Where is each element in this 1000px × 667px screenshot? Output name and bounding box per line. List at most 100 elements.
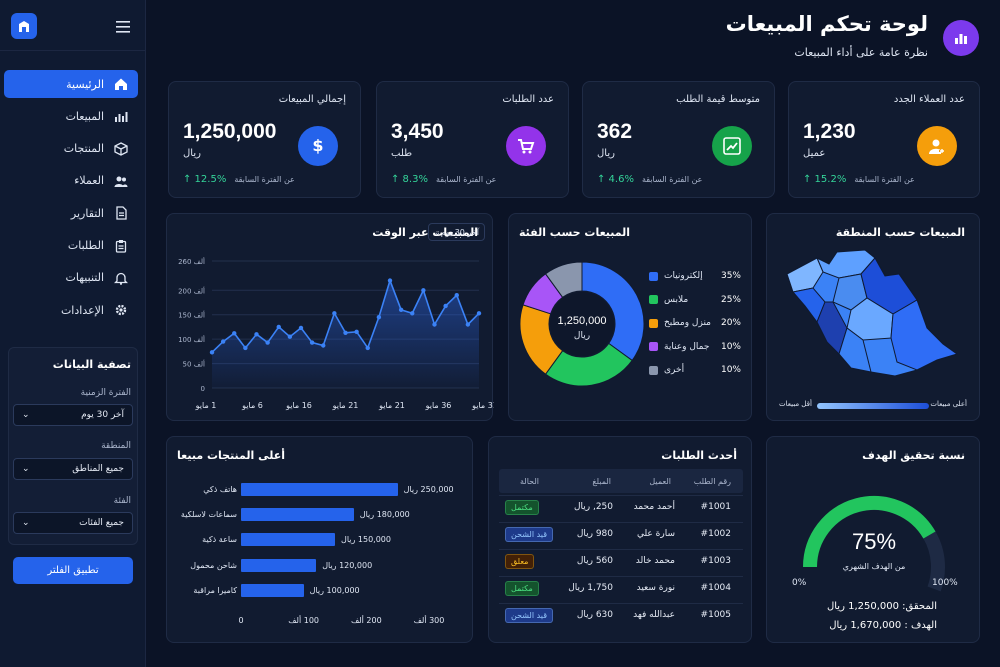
- sales-point: [220, 339, 226, 344]
- category-label: الفئة: [113, 496, 131, 506]
- legend-item: أخرى 10%: [649, 363, 741, 377]
- add-user-icon: [917, 126, 957, 166]
- sales-point: [243, 345, 248, 351]
- donut-center-value: 1,250,000: [557, 315, 607, 327]
- bell-icon: [114, 271, 128, 285]
- bar-value-label: 100,000 ريال: [309, 585, 360, 595]
- sales-point: [254, 332, 259, 337]
- sales-point: [376, 314, 382, 320]
- cell-amount: 250, ريال: [573, 502, 613, 512]
- app-logo[interactable]: [11, 13, 37, 39]
- sales-point: [465, 322, 471, 327]
- product-bar: [241, 508, 354, 522]
- sidebar-item-2[interactable]: المنتجات: [4, 135, 138, 163]
- bar-category-label: كاميرا مراقبة: [193, 585, 237, 595]
- sidebar-item-label: التقارير: [70, 206, 104, 220]
- bar-value-label: 180,000 ريال: [359, 510, 410, 520]
- sales-point: [410, 311, 415, 316]
- kpi-change-value: ↑ 8.3%: [391, 174, 428, 185]
- top-products-card: أعلى المنتجات مبيعا هاتف ذكي 250,000 ريال…: [166, 436, 473, 643]
- chevron-down-icon: ⌄: [22, 410, 30, 420]
- bar-x-tick: 0: [238, 616, 244, 625]
- trend-up-icon: [712, 126, 752, 166]
- sales-point: [298, 325, 304, 331]
- category-sales-title: المبيعات حسب الفئة: [519, 226, 631, 239]
- cell-customer: أحمد محمد: [633, 502, 675, 512]
- status-badge: مكتمل: [505, 581, 539, 596]
- sidebar-item-7[interactable]: الإعدادات: [4, 296, 138, 324]
- kpi-card-0: إجمالي المبيعات 1,250,000 ريال $ ↑ 12.5% عن ا…: [168, 81, 361, 198]
- legend-swatch: [649, 365, 658, 375]
- menu-toggle-icon[interactable]: [116, 18, 130, 33]
- category-select[interactable]: ⌄ جميع الفئات: [13, 512, 133, 534]
- map-low-label: أقل مبيعات: [779, 400, 812, 408]
- sales-line-chart: 0 50 ألف 100 ألف 150 ألف 200 ألف 260 ألف 1 ماي…: [178, 257, 494, 410]
- kpi-value: 362: [597, 120, 633, 143]
- cell-amount: 560 ريال: [576, 556, 613, 566]
- row-divider: [499, 495, 743, 496]
- status-badge: مكتمل: [505, 500, 539, 515]
- category-sales-card: المبيعات حسب الفئة 1,250,000 ريال إلكترو…: [508, 213, 752, 421]
- x-tick-label: 1 مايو: [195, 401, 217, 410]
- sidebar-item-4[interactable]: التقارير: [4, 199, 138, 227]
- box-icon: [114, 141, 128, 156]
- status-badge: معلق: [505, 554, 535, 569]
- sales-over-time-card: المبيعات عبر الوقت ⌄ آخر 30 يوم 0 50 ألف 10…: [166, 213, 494, 421]
- sidebar-item-1[interactable]: المبيعات: [4, 102, 138, 130]
- goal-max-label: 100%: [932, 578, 958, 588]
- sidebar-item-label: التنبيهات: [65, 271, 104, 285]
- th-order-id: رقم الطلب: [693, 477, 731, 486]
- sidebar-item-label: العملاء: [74, 174, 104, 188]
- kpi-compare-text: عن الفترة السابقة: [854, 175, 915, 184]
- legend-percent: 20%: [720, 318, 741, 328]
- gear-icon: [114, 303, 128, 317]
- x-tick-label: 36 مايو: [425, 401, 452, 410]
- donut-center-unit: ريال: [573, 331, 591, 341]
- region-label: المنطقة: [101, 441, 131, 451]
- clipboard-icon: [114, 239, 128, 253]
- legend-percent: 35%: [720, 271, 741, 281]
- sales-point: [276, 324, 281, 330]
- th-status: الحالة: [520, 477, 539, 486]
- sales-point: [398, 307, 404, 313]
- y-tick-label: 150 ألف: [178, 311, 205, 320]
- region-select[interactable]: ⌄ جميع المناطق: [13, 458, 133, 480]
- sales-point: [265, 340, 270, 345]
- x-tick-label: 21 مايو: [378, 401, 405, 410]
- recent-orders-card: أحدث الطلبات رقم الطلب العميل المبلغ الح…: [488, 436, 752, 643]
- sidebar-item-5[interactable]: الطلبات: [4, 232, 138, 260]
- cell-order-id: #1005: [700, 610, 731, 620]
- cell-customer: محمد خالد: [635, 556, 675, 566]
- row-divider: [499, 603, 743, 604]
- kpi-title: متوسط قيمة الطلب: [676, 94, 760, 105]
- goal-title: نسبة تحقيق الهدف: [862, 449, 965, 462]
- product-bar: [241, 583, 304, 597]
- kpi-change: ↑ 15.2% عن الفترة السابقة: [803, 174, 915, 185]
- legend-label: ملابس: [664, 294, 689, 305]
- cell-amount: 980 ريال: [576, 529, 613, 539]
- sales-point: [365, 345, 370, 351]
- legend-item: إلكترونيات 35%: [649, 269, 741, 283]
- legend-label: أخرى: [664, 365, 685, 375]
- row-divider: [499, 549, 743, 550]
- kpi-unit: طلب: [391, 148, 413, 159]
- range-select[interactable]: ⌄ آخر 30 يوم: [428, 223, 485, 241]
- sales-point: [387, 278, 393, 283]
- x-tick-label: 6 مايو: [241, 401, 263, 410]
- period-select[interactable]: ⌄ آخر 30 يوم: [13, 404, 133, 426]
- sidebar-item-label: المنتجات: [63, 142, 104, 156]
- legend-swatch: [649, 318, 658, 328]
- recent-orders-title: أحدث الطلبات: [661, 449, 737, 462]
- sidebar-item-6[interactable]: التنبيهات: [4, 264, 138, 292]
- kpi-value: 3,450: [391, 120, 444, 143]
- apply-filter-button[interactable]: تطبيق الفلتر: [13, 557, 133, 584]
- product-bar: [241, 533, 335, 547]
- period-select-value: آخر 30 يوم: [81, 410, 124, 420]
- legend-percent: 10%: [720, 365, 741, 375]
- kpi-unit: ريال: [183, 148, 201, 159]
- donut-slice: [581, 261, 645, 362]
- region-select-value: جميع المناطق: [72, 464, 124, 474]
- kpi-change-value: ↑ 12.5%: [183, 174, 227, 185]
- sidebar-item-3[interactable]: العملاء: [4, 167, 138, 195]
- sidebar-item-0[interactable]: الرئيسية: [4, 70, 138, 98]
